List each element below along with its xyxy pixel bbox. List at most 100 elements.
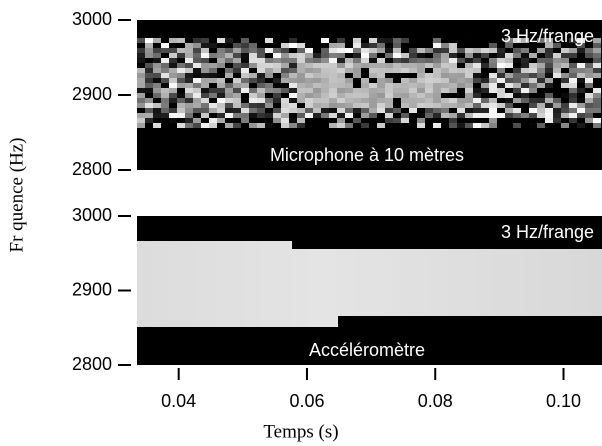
texture-cell bbox=[465, 88, 473, 93]
texture-cell bbox=[153, 53, 161, 58]
texture-cell bbox=[441, 73, 449, 78]
texture-cell bbox=[377, 103, 385, 108]
texture-cell bbox=[225, 58, 233, 63]
texture-cell bbox=[505, 98, 513, 103]
texture-cell bbox=[497, 68, 505, 73]
texture-cell bbox=[241, 43, 249, 48]
texture-cell bbox=[545, 113, 553, 118]
texture-cell bbox=[137, 48, 145, 53]
texture-cell bbox=[225, 83, 233, 88]
texture-cell bbox=[585, 68, 593, 73]
texture-cell bbox=[225, 93, 233, 98]
texture-cell bbox=[361, 43, 369, 48]
texture-cell bbox=[537, 38, 545, 43]
texture-cell bbox=[385, 113, 393, 118]
texture-cell bbox=[185, 83, 193, 88]
texture-cell bbox=[169, 118, 177, 123]
texture-cell bbox=[545, 63, 553, 68]
texture-cell bbox=[369, 73, 377, 78]
texture-cell bbox=[169, 83, 177, 88]
texture-cell bbox=[425, 73, 433, 78]
texture-cell bbox=[313, 108, 321, 113]
texture-cell bbox=[409, 48, 417, 53]
texture-cell bbox=[393, 108, 401, 113]
texture-cell bbox=[561, 48, 569, 53]
texture-cell bbox=[457, 108, 465, 113]
texture-cell bbox=[305, 58, 313, 63]
texture-cell bbox=[561, 108, 569, 113]
texture-cell bbox=[529, 63, 537, 68]
texture-cell bbox=[489, 63, 497, 68]
texture-cell bbox=[513, 38, 521, 43]
texture-cell bbox=[273, 118, 281, 123]
texture-cell bbox=[505, 58, 513, 63]
texture-cell bbox=[153, 78, 161, 83]
texture-cell bbox=[337, 68, 345, 73]
texture-cell bbox=[417, 63, 425, 68]
texture-cell bbox=[177, 53, 185, 58]
texture-cell bbox=[233, 48, 241, 53]
texture-cell bbox=[505, 93, 513, 98]
texture-cell bbox=[417, 118, 425, 123]
texture-cell bbox=[161, 93, 169, 98]
texture-cell bbox=[145, 38, 153, 43]
texture-cell bbox=[201, 88, 209, 93]
texture-cell bbox=[569, 38, 577, 43]
texture-cell bbox=[385, 53, 393, 58]
texture-cell bbox=[441, 53, 449, 58]
texture-cell bbox=[345, 123, 353, 128]
texture-cell bbox=[193, 103, 201, 108]
texture-cell bbox=[217, 103, 225, 108]
texture-cell bbox=[185, 73, 193, 78]
texture-cell bbox=[529, 73, 537, 78]
texture-cell bbox=[289, 73, 297, 78]
texture-cell bbox=[225, 98, 233, 103]
texture-cell bbox=[337, 73, 345, 78]
texture-cell bbox=[465, 103, 473, 108]
texture-cell bbox=[185, 53, 193, 58]
texture-cell bbox=[593, 103, 601, 108]
texture-cell bbox=[409, 108, 417, 113]
texture-cell bbox=[441, 68, 449, 73]
texture-cell bbox=[481, 113, 489, 118]
texture-cell bbox=[449, 123, 457, 128]
texture-cell bbox=[537, 48, 545, 53]
texture-cell bbox=[369, 103, 377, 108]
texture-cell bbox=[233, 78, 241, 83]
texture-cell bbox=[249, 58, 257, 63]
texture-cell bbox=[545, 98, 553, 103]
texture-cell bbox=[345, 63, 353, 68]
x-axis-label: Temps (s) bbox=[263, 421, 338, 442]
texture-cell bbox=[145, 68, 153, 73]
texture-cell bbox=[345, 113, 353, 118]
texture-cell bbox=[393, 113, 401, 118]
texture-cell bbox=[137, 38, 145, 43]
texture-cell bbox=[321, 88, 329, 93]
texture-cell bbox=[145, 63, 153, 68]
texture-cell bbox=[337, 43, 345, 48]
texture-cell bbox=[385, 108, 393, 113]
texture-cell bbox=[209, 43, 217, 48]
texture-cell bbox=[281, 78, 289, 83]
texture-cell bbox=[465, 98, 473, 103]
texture-cell bbox=[273, 58, 281, 63]
texture-cell bbox=[153, 113, 161, 118]
texture-cell bbox=[553, 73, 561, 78]
texture-cell bbox=[553, 68, 561, 73]
texture-cell bbox=[401, 38, 409, 43]
texture-cell bbox=[553, 98, 561, 103]
texture-cell bbox=[553, 53, 561, 58]
texture-cell bbox=[201, 48, 209, 53]
texture-cell bbox=[289, 118, 297, 123]
texture-cell bbox=[393, 93, 401, 98]
texture-cell bbox=[337, 93, 345, 98]
texture-cell bbox=[233, 123, 241, 128]
texture-cell bbox=[409, 83, 417, 88]
texture-cell bbox=[465, 48, 473, 53]
texture-cell bbox=[473, 58, 481, 63]
texture-cell bbox=[577, 73, 585, 78]
texture-cell bbox=[153, 88, 161, 93]
texture-cell bbox=[561, 113, 569, 118]
texture-cell bbox=[401, 78, 409, 83]
texture-cell bbox=[241, 88, 249, 93]
